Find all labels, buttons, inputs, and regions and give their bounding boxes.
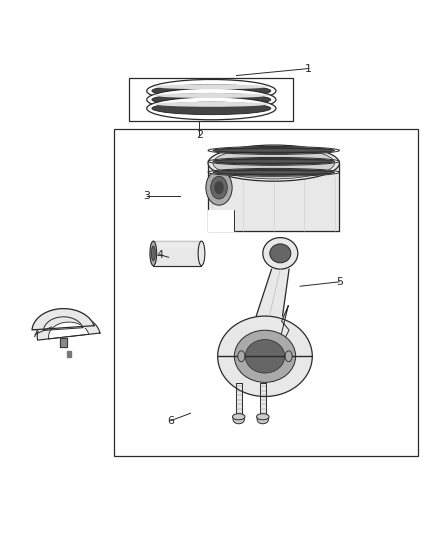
Ellipse shape bbox=[206, 170, 232, 205]
Polygon shape bbox=[276, 306, 289, 356]
Ellipse shape bbox=[208, 168, 339, 176]
Bar bbox=[114, 130, 418, 456]
Ellipse shape bbox=[213, 149, 335, 152]
Polygon shape bbox=[67, 351, 71, 357]
Ellipse shape bbox=[270, 244, 291, 263]
Ellipse shape bbox=[213, 158, 335, 164]
Bar bbox=[129, 78, 293, 121]
Ellipse shape bbox=[218, 316, 312, 397]
Ellipse shape bbox=[155, 84, 268, 89]
Ellipse shape bbox=[152, 102, 271, 115]
Polygon shape bbox=[153, 241, 201, 265]
Ellipse shape bbox=[238, 351, 245, 362]
Ellipse shape bbox=[147, 79, 276, 102]
Ellipse shape bbox=[147, 88, 276, 111]
Ellipse shape bbox=[233, 414, 245, 420]
Ellipse shape bbox=[233, 415, 244, 424]
Text: 6: 6 bbox=[167, 416, 174, 426]
Text: 5: 5 bbox=[336, 277, 343, 287]
Ellipse shape bbox=[213, 147, 335, 179]
Text: 3: 3 bbox=[143, 191, 150, 201]
Polygon shape bbox=[60, 338, 67, 346]
Ellipse shape bbox=[257, 415, 268, 424]
Ellipse shape bbox=[152, 85, 271, 97]
Ellipse shape bbox=[257, 414, 269, 420]
Ellipse shape bbox=[208, 145, 339, 181]
Ellipse shape bbox=[155, 93, 268, 98]
Ellipse shape bbox=[245, 340, 285, 373]
Polygon shape bbox=[256, 269, 289, 316]
Polygon shape bbox=[37, 314, 100, 340]
Text: 4: 4 bbox=[156, 249, 163, 260]
Polygon shape bbox=[153, 241, 201, 247]
Ellipse shape bbox=[285, 351, 292, 362]
Ellipse shape bbox=[150, 241, 157, 265]
Ellipse shape bbox=[208, 147, 339, 155]
Ellipse shape bbox=[208, 157, 339, 165]
Text: 1: 1 bbox=[305, 63, 312, 74]
Ellipse shape bbox=[213, 171, 335, 174]
Ellipse shape bbox=[213, 160, 335, 163]
Polygon shape bbox=[260, 383, 265, 415]
Text: 7: 7 bbox=[32, 329, 39, 340]
Ellipse shape bbox=[152, 246, 155, 261]
Polygon shape bbox=[236, 383, 242, 415]
Ellipse shape bbox=[263, 238, 298, 269]
Ellipse shape bbox=[198, 241, 205, 265]
Polygon shape bbox=[32, 309, 94, 330]
Ellipse shape bbox=[152, 93, 271, 106]
Ellipse shape bbox=[213, 148, 335, 154]
Ellipse shape bbox=[213, 169, 335, 175]
Ellipse shape bbox=[147, 97, 276, 120]
Polygon shape bbox=[208, 163, 339, 231]
Ellipse shape bbox=[214, 181, 224, 194]
Text: 2: 2 bbox=[196, 130, 203, 140]
Ellipse shape bbox=[211, 176, 227, 199]
Ellipse shape bbox=[155, 102, 268, 107]
Polygon shape bbox=[208, 209, 234, 231]
Ellipse shape bbox=[234, 330, 296, 382]
